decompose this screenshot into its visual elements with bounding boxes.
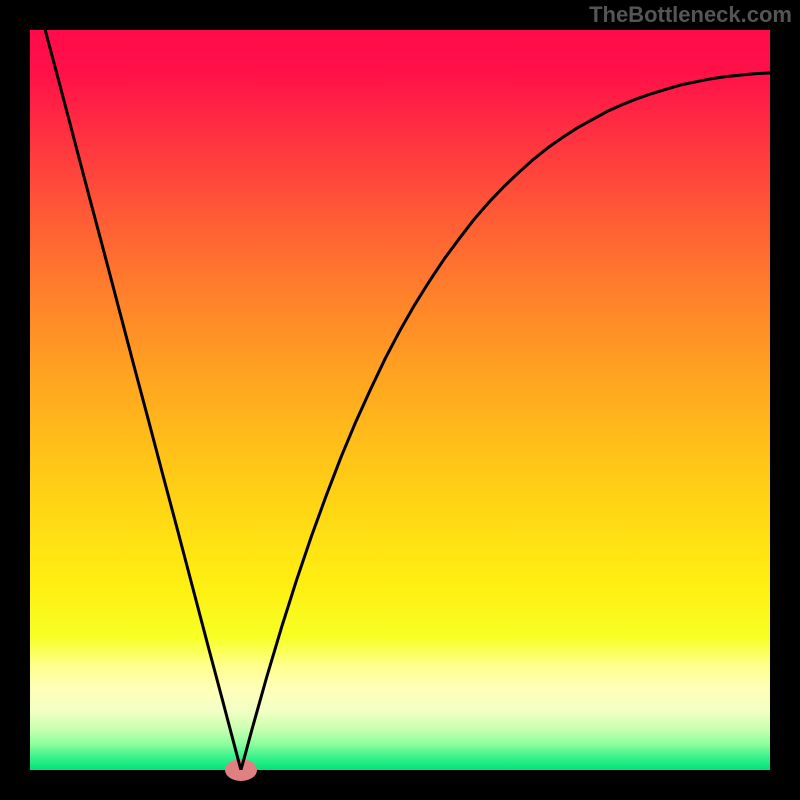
watermark-text: TheBottleneck.com: [589, 2, 792, 28]
curve-path: [30, 30, 770, 770]
chart-container: TheBottleneck.com: [0, 0, 800, 800]
bottleneck-curve: [30, 30, 770, 770]
plot-area: [30, 30, 770, 770]
